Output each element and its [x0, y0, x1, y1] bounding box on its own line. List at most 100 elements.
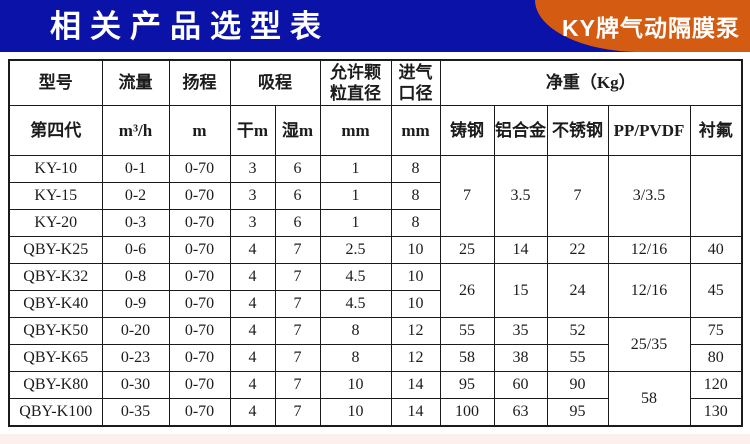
- body-cell: QBY-K50: [8, 317, 103, 345]
- header-cell: mm: [390, 105, 441, 156]
- body-cell: 0-30: [101, 371, 170, 399]
- body-cell: 4: [229, 263, 276, 291]
- body-cell: 95: [546, 398, 609, 427]
- body-cell: 55: [546, 344, 609, 372]
- body-cell: 35: [493, 317, 548, 345]
- body-cell: 7: [546, 155, 609, 237]
- body-cell: 6: [274, 209, 321, 237]
- body-cell: 38: [493, 344, 548, 372]
- header-cell: 进气 口径: [390, 59, 441, 106]
- body-cell: 4: [229, 290, 276, 318]
- brand-label: KY牌气动隔膜泵: [562, 15, 740, 41]
- body-cell: 12/16: [607, 236, 691, 264]
- body-row: QBY-K32 0-8 0-70 4 7 4.5 10 26 15 24 12/16 45: [8, 263, 743, 318]
- body-cell: 8: [319, 317, 392, 345]
- body-cell: QBY-K100: [8, 398, 103, 427]
- body-cell: 1: [319, 209, 392, 237]
- body-cell: 7: [274, 236, 321, 264]
- body-cell: 7: [274, 371, 321, 399]
- body-cell: 6: [274, 155, 321, 183]
- body-cell: 90: [546, 371, 609, 399]
- header-cell: 扬程: [168, 59, 231, 106]
- header-row: 型号 流量 扬程 吸程 允许颗 粒直径 进气 口径 净重（Kg）: [8, 59, 743, 106]
- body-cell: 4: [229, 344, 276, 372]
- body-cell: 0-1: [101, 155, 170, 183]
- body-cell: 0-70: [168, 290, 231, 318]
- product-selection-table: 型号 流量 扬程 吸程 允许颗 粒直径 进气 口径 净重（Kg） 第四代 m³/h m 干m 湿m mm…: [8, 59, 744, 427]
- body-cell: 7: [274, 290, 321, 318]
- body-cell: 3/3.5: [607, 155, 691, 237]
- body-cell: 0-35: [101, 398, 170, 427]
- header-cell: 第四代: [8, 105, 103, 156]
- header-banner: 相关产品选型表 KY牌气动隔膜泵: [0, 0, 750, 52]
- body-cell: 12: [390, 344, 441, 372]
- body-cell: 10: [390, 236, 441, 264]
- header-row: 第四代 m³/h m 干m 湿m mm mm 铸钢 铝合金 不锈钢 PP/PVDF 衬氟: [8, 105, 743, 156]
- body-cell: 8: [390, 209, 441, 237]
- body-cell: 10: [390, 263, 441, 291]
- footer-strip: [0, 434, 750, 444]
- body-cell: 8: [390, 155, 441, 183]
- body-cell: 80: [689, 344, 743, 372]
- body-cell: 12/16: [607, 263, 691, 318]
- body-cell: QBY-K25: [8, 236, 103, 264]
- table-header: 型号 流量 扬程 吸程 允许颗 粒直径 进气 口径 净重（Kg） 第四代 m³/h m 干m 湿m mm…: [8, 59, 743, 156]
- body-cell: 4.5: [319, 263, 392, 291]
- header-cell: 衬氟: [689, 105, 743, 156]
- body-cell: 130: [689, 398, 743, 427]
- body-cell: KY-10: [8, 155, 103, 183]
- body-cell: 0-70: [168, 236, 231, 264]
- body-cell: [689, 155, 743, 237]
- header-cell: m: [168, 105, 231, 156]
- body-row: QBY-K80 0-30 0-70 4 7 10 14 95 60 90 58 120: [8, 371, 743, 427]
- body-cell: 58: [439, 344, 495, 372]
- brand-ribbon: KY牌气动隔膜泵: [535, 0, 750, 52]
- body-cell: 7: [274, 344, 321, 372]
- body-cell: 4: [229, 236, 276, 264]
- body-cell: QBY-K65: [8, 344, 103, 372]
- body-cell: 14: [390, 371, 441, 399]
- body-cell: 1: [319, 155, 392, 183]
- header-cell: 铝合金: [493, 105, 548, 156]
- body-cell: 55: [439, 317, 495, 345]
- body-cell: 0-70: [168, 209, 231, 237]
- header-cell: 净重（Kg）: [439, 59, 743, 106]
- body-cell: 10: [319, 398, 392, 427]
- body-cell: 4.5: [319, 290, 392, 318]
- body-cell: 63: [493, 398, 548, 427]
- body-cell: 95: [439, 371, 495, 399]
- header-cell: 流量: [101, 59, 170, 106]
- body-cell: 25: [439, 236, 495, 264]
- header-cell: 铸钢: [439, 105, 495, 156]
- body-cell: 4: [229, 398, 276, 427]
- body-cell: 14: [390, 398, 441, 427]
- body-cell: 1: [319, 182, 392, 210]
- header-cell: 湿m: [274, 105, 321, 156]
- body-cell: 100: [439, 398, 495, 427]
- body-row: KY-10 0-1 0-70 3 6 1 8 7 3.5 7 3/3.5: [8, 155, 743, 237]
- body-cell: 10: [390, 290, 441, 318]
- body-cell: 0-3: [101, 209, 170, 237]
- body-cell: 4: [229, 317, 276, 345]
- body-cell: 15: [493, 263, 548, 318]
- body-cell: 4: [229, 371, 276, 399]
- body-cell: 0-70: [168, 155, 231, 183]
- body-row: KY-15 0-2 0-70 3 6 1 8: [8, 182, 742, 210]
- header-cell: 吸程: [229, 59, 321, 106]
- header-cell: mm: [319, 105, 392, 156]
- page-title: 相关产品选型表: [50, 9, 330, 44]
- body-row: QBY-K40 0-9 0-70 4 7 4.5 10: [8, 290, 742, 318]
- body-cell: 7: [274, 263, 321, 291]
- body-cell: 3.5: [493, 155, 548, 237]
- body-cell: 24: [546, 263, 609, 318]
- body-cell: 0-70: [168, 398, 231, 427]
- body-cell: KY-15: [8, 182, 103, 210]
- body-cell: 0-70: [168, 371, 231, 399]
- body-cell: 0-23: [101, 344, 170, 372]
- body-cell: 6: [274, 182, 321, 210]
- body-cell: 3: [229, 155, 276, 183]
- body-row: QBY-K25 0-6 0-70 4 7 2.5 10 25 14 22 12/16 40: [8, 236, 743, 264]
- header-cell: 型号: [8, 59, 103, 106]
- body-cell: 12: [390, 317, 441, 345]
- body-cell: 0-20: [101, 317, 170, 345]
